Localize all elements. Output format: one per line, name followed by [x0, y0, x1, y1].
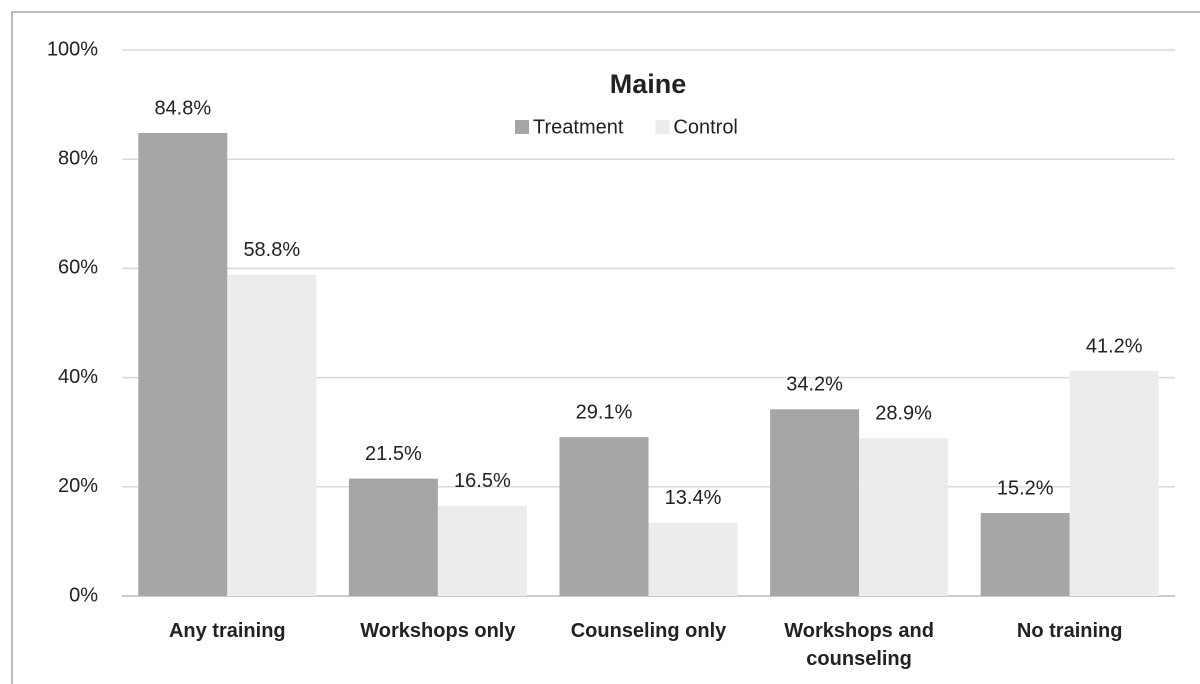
y-tick-label: 80%	[58, 147, 98, 169]
legend-label: Treatment	[533, 116, 624, 138]
y-tick-label: 60%	[58, 257, 98, 279]
chart-title: Maine	[610, 69, 687, 99]
value-label: 84.8%	[154, 97, 211, 119]
y-tick-label: 20%	[58, 475, 98, 497]
value-label: 41.2%	[1086, 335, 1143, 357]
value-label: 58.8%	[243, 239, 300, 261]
value-label: 15.2%	[997, 477, 1054, 499]
y-tick-label: 0%	[69, 584, 98, 606]
bar	[437, 505, 527, 596]
legend-label: Control	[673, 116, 737, 138]
x-tick-label: Workshops only	[360, 620, 516, 642]
bar	[138, 132, 228, 596]
value-label: 34.2%	[786, 374, 843, 396]
bar	[1069, 371, 1159, 596]
legend-swatch	[655, 120, 670, 134]
value-label: 16.5%	[454, 470, 511, 492]
x-tick-label: Any training	[168, 620, 286, 642]
x-tick-label: No training	[1016, 620, 1123, 642]
bar	[648, 522, 738, 596]
value-label: 29.1%	[576, 401, 633, 423]
bar	[348, 478, 438, 596]
y-tick-label: 100%	[47, 38, 98, 60]
value-label: 28.9%	[875, 402, 932, 424]
bar	[859, 438, 949, 596]
x-tick-label: Workshops and counseling	[784, 620, 934, 670]
value-label: 21.5%	[365, 443, 422, 465]
value-label: 13.4%	[665, 487, 722, 509]
bar	[227, 274, 317, 596]
chart-border	[11, 11, 1200, 684]
legend-swatch	[515, 120, 529, 134]
bar	[559, 437, 649, 596]
bar	[770, 409, 860, 596]
x-tick-label: Counseling only	[570, 620, 727, 642]
bar	[980, 513, 1070, 596]
y-tick-label: 40%	[58, 366, 98, 388]
